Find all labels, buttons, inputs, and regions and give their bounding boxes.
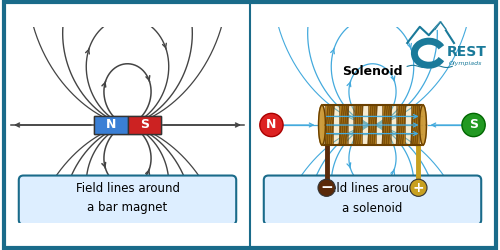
Polygon shape (318, 105, 326, 145)
Text: Field lines around
a bar magnet: Field lines around a bar magnet (76, 182, 180, 214)
Bar (325, 105, 334, 145)
Text: S: S (140, 118, 149, 132)
Bar (382, 105, 392, 145)
Text: −: − (320, 180, 333, 195)
Bar (326, 105, 333, 145)
Text: Solenoid: Solenoid (342, 65, 403, 78)
Bar (398, 105, 404, 145)
Bar (368, 105, 377, 145)
Text: Olympiads: Olympiads (448, 62, 482, 66)
Bar (128, 116, 161, 134)
Text: Field lines around
a solenoid: Field lines around a solenoid (320, 182, 424, 214)
Circle shape (260, 113, 283, 137)
Bar (369, 105, 376, 145)
Circle shape (410, 179, 427, 196)
Polygon shape (420, 105, 426, 145)
Bar (94, 116, 161, 134)
Bar (412, 105, 419, 145)
Bar (355, 105, 362, 145)
Text: N: N (266, 118, 276, 132)
Circle shape (318, 179, 335, 196)
Bar (322, 105, 423, 145)
Bar (340, 105, 347, 145)
Bar (354, 105, 363, 145)
Bar (94, 116, 128, 134)
Bar (339, 105, 348, 145)
Bar (396, 105, 406, 145)
FancyBboxPatch shape (19, 176, 236, 224)
Bar (410, 105, 420, 145)
FancyBboxPatch shape (264, 176, 481, 224)
Text: N: N (106, 118, 116, 132)
Text: S: S (469, 118, 478, 132)
Bar (384, 105, 390, 145)
Circle shape (462, 113, 485, 137)
Polygon shape (435, 22, 446, 29)
Text: +: + (412, 181, 424, 195)
Text: REST: REST (447, 45, 486, 59)
